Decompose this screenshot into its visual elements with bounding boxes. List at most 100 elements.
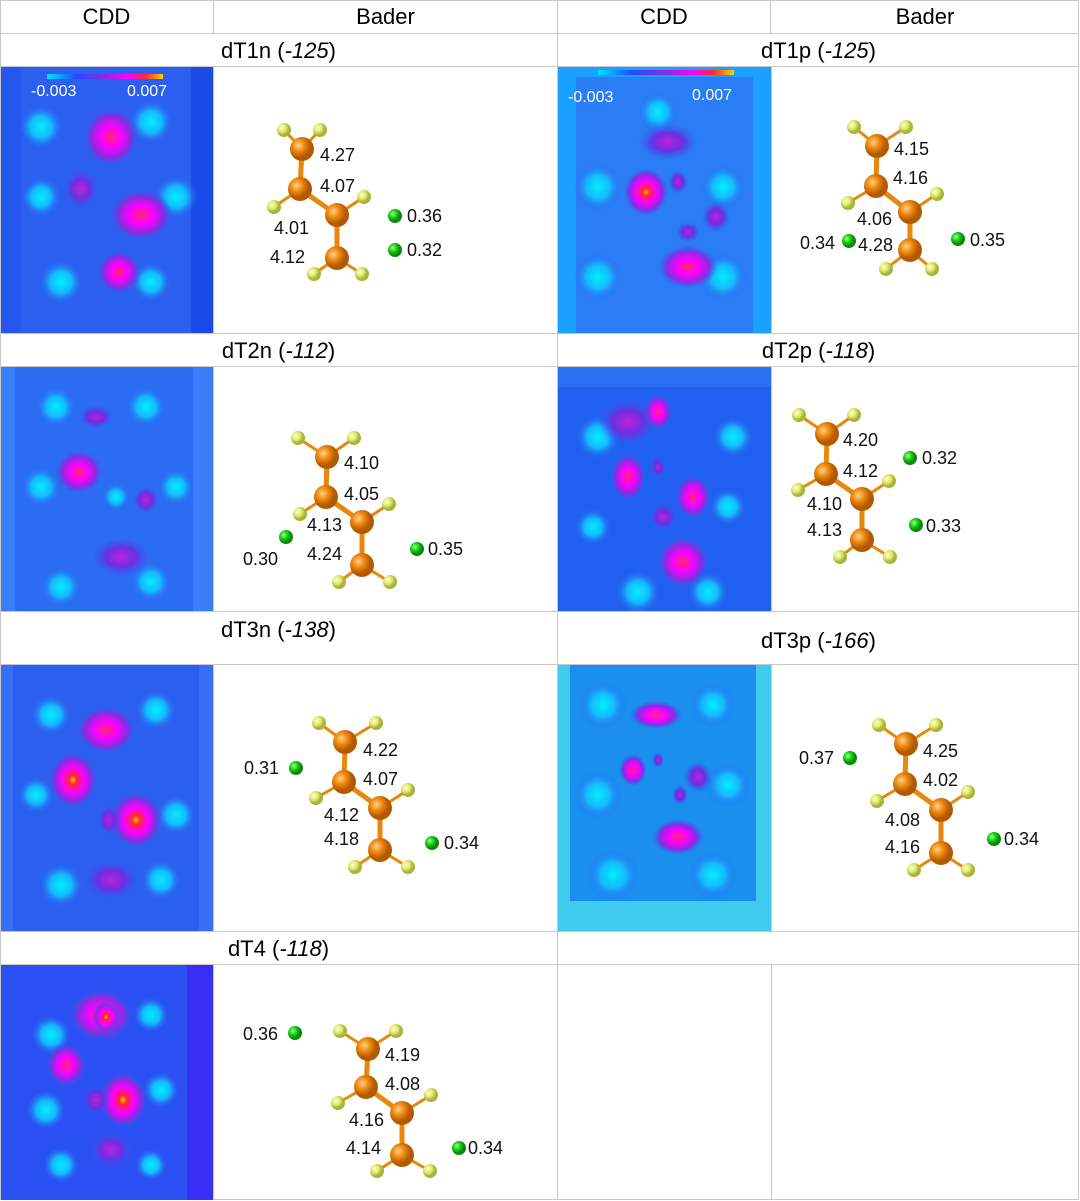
- panel-title-dT3p: dT3p (-166): [761, 628, 876, 653]
- hydrogen-atom: [423, 1164, 437, 1178]
- carbon-atom: [390, 1143, 414, 1167]
- grid-line: [0, 33, 1079, 34]
- carbon-charge-label: 4.12: [843, 461, 878, 481]
- carbon-atom: [356, 1037, 380, 1061]
- carbon-charge-label: 4.08: [885, 810, 920, 830]
- carbon-charge-label: 4.10: [344, 453, 379, 473]
- hydrogen-atom: [382, 497, 396, 511]
- grid-line: [0, 611, 1079, 612]
- panel-name: dT1p: [761, 38, 812, 63]
- carbon-atom: [368, 838, 392, 862]
- bader-molecule-dT2p: 4.20 4.12 4.10 4.13 0.32 0.33: [772, 367, 1079, 611]
- hydrogen-atom: [872, 718, 886, 732]
- colorbar-max-label: 0.007: [127, 83, 167, 100]
- carbon-charge-label: 4.12: [270, 247, 305, 267]
- cdd-map-dT2p: [558, 367, 771, 611]
- sodium-charge-label: 0.34: [444, 833, 479, 853]
- grid-line: [771, 664, 772, 931]
- grid-line: [771, 366, 772, 611]
- hydrogen-atom: [961, 863, 975, 877]
- hydrogen-atom: [347, 431, 361, 445]
- carbon-atom: [815, 422, 839, 446]
- carbon-atom: [898, 200, 922, 224]
- sodium-atom: [289, 761, 303, 775]
- panel-title-dT1n: dT1n (-125): [221, 38, 336, 63]
- molecule-svg: 4.15 4.16 4.06 4.28 0.34 0.35: [800, 120, 1005, 276]
- hydrogen-atom: [312, 716, 326, 730]
- hydrogen-atom: [389, 1024, 403, 1038]
- sodium-charge-label: 0.34: [468, 1138, 503, 1158]
- carbon-charge-label: 4.24: [307, 544, 342, 564]
- carbon-charge-label: 4.07: [363, 769, 398, 789]
- sodium-charge-label: 0.34: [1004, 829, 1039, 849]
- sodium-atom: [909, 518, 923, 532]
- sodium-charge-label: 0.33: [926, 516, 961, 536]
- carbon-charge-label: 4.02: [923, 770, 958, 790]
- hydrogen-atom: [401, 783, 415, 797]
- molecule-svg: 4.19 4.08 4.16 4.14 0.36 0.34: [243, 1024, 503, 1178]
- carbon-charge-label: 4.28: [858, 235, 893, 255]
- carbon-atom: [325, 246, 349, 270]
- carbon-charge-label: 4.16: [885, 837, 920, 857]
- hydrogen-atom: [383, 575, 397, 589]
- panel-name: dT2p: [761, 338, 812, 363]
- hydrogen-atom: [357, 190, 371, 204]
- grid-line: [213, 664, 214, 931]
- cdd-map-dT1n: -0.003 0.007: [1, 67, 213, 333]
- hydrogen-atom: [291, 431, 305, 445]
- colorbar-min-label: -0.003: [31, 83, 76, 100]
- hydrogen-atom: [401, 860, 415, 874]
- carbon-atom: [929, 841, 953, 865]
- carbon-atom: [850, 487, 874, 511]
- hydrogen-atom: [267, 200, 281, 214]
- bader-molecule-dT1p: 4.15 4.16 4.06 4.28 0.34 0.35: [772, 67, 1079, 333]
- hydrogen-atom: [899, 120, 913, 134]
- sodium-atom: [388, 209, 402, 223]
- cdd-map-dT4: [1, 965, 213, 1200]
- grid-line: [213, 366, 214, 611]
- molecule-svg: 4.27 4.07 4.01 4.12 0.36 0.32: [267, 123, 442, 281]
- panel-title-dT2n: dT2n (-112): [221, 338, 336, 363]
- bader-molecule-dT3n: 4.22 4.07 4.12 4.18 0.31 0.34: [214, 665, 557, 931]
- sodium-atom: [951, 232, 965, 246]
- grid-line: [557, 0, 558, 1200]
- sodium-atom: [279, 530, 293, 544]
- hydrogen-atom: [424, 1088, 438, 1102]
- sodium-atom: [842, 234, 856, 248]
- sodium-charge-label: 0.32: [407, 240, 442, 260]
- panel-title-dT1p: dT1p (-125): [761, 38, 876, 63]
- carbon-charge-label: 4.12: [324, 805, 359, 825]
- hydrogen-atom: [277, 123, 291, 137]
- bader-molecule-dT1n: 4.27 4.07 4.01 4.12 0.36 0.32: [214, 67, 557, 333]
- sodium-charge-label: 0.37: [799, 748, 834, 768]
- grid-line: [770, 0, 771, 33]
- panel-energy: -138: [284, 617, 329, 642]
- header-bader-left: Bader: [356, 4, 415, 29]
- carbon-atom: [390, 1101, 414, 1125]
- sodium-atom: [425, 836, 439, 850]
- grid-line: [0, 664, 1079, 665]
- grid-line: [771, 66, 772, 333]
- carbon-charge-label: 4.07: [320, 176, 355, 196]
- hydrogen-atom: [332, 575, 346, 589]
- cdd-map-dT2n: [1, 367, 213, 611]
- hydrogen-atom: [369, 716, 383, 730]
- grid-line: [0, 964, 1079, 965]
- carbon-charge-label: 4.19: [385, 1045, 420, 1065]
- molecule-svg: 4.22 4.07 4.12 4.18 0.31 0.34: [244, 716, 479, 874]
- hydrogen-atom: [313, 123, 327, 137]
- panel-energy: -125: [824, 38, 869, 63]
- panel-title-dT3n: dT3n (-138): [221, 617, 336, 642]
- panel-energy: -112: [285, 338, 328, 363]
- carbon-atom: [898, 238, 922, 262]
- panel-name: dT2n: [221, 338, 272, 363]
- carbon-charge-label: 4.16: [893, 168, 928, 188]
- carbon-atom: [850, 528, 874, 552]
- carbon-atom: [315, 445, 339, 469]
- sodium-atom: [388, 243, 402, 257]
- cdd-map-dT3n: [1, 665, 213, 931]
- carbon-atom: [865, 134, 889, 158]
- hydrogen-atom: [792, 408, 806, 422]
- sodium-charge-label: 0.30: [243, 549, 278, 569]
